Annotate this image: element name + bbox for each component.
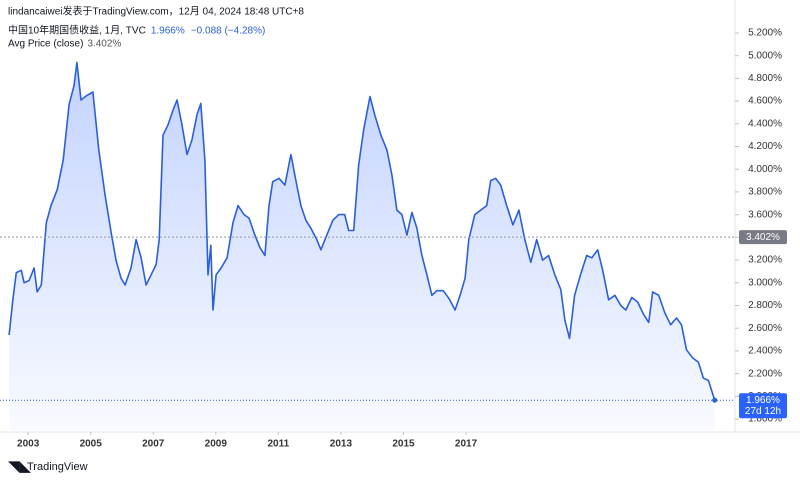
- last-value: 1.966%: [151, 26, 185, 37]
- y-tick-label: 2.800%: [748, 300, 782, 311]
- x-tick-label: 2007: [142, 439, 165, 450]
- y-tick-label: 5.200%: [748, 28, 782, 39]
- last-badge: [739, 393, 787, 419]
- y-tick-label: 4.600%: [748, 96, 782, 107]
- y-tick-label: 1.800%: [748, 414, 782, 425]
- x-tick-label: 2005: [80, 439, 103, 450]
- average-badge: [739, 230, 787, 245]
- last-point: [712, 397, 718, 403]
- x-tick-label: 2013: [330, 439, 353, 450]
- countdown: 27d 12h: [745, 406, 781, 417]
- y-tick-label: 3.000%: [748, 277, 782, 288]
- x-tick-label: 2011: [268, 439, 290, 450]
- y-tick-label: 5.000%: [748, 50, 782, 61]
- area-fill: [9, 62, 715, 431]
- average-value: 3.402%: [87, 39, 121, 50]
- y-tick-label: 4.000%: [748, 164, 782, 175]
- line: [8, 61, 716, 401]
- average-name: Avg Price (close): [8, 39, 83, 50]
- y-tick-label: 2.600%: [748, 323, 782, 334]
- header: lindancaiwei发表于TradingView.com，12月 04, 2…: [8, 5, 304, 18]
- y-tick-label: 3.600%: [748, 209, 782, 220]
- footer: TradingView: [27, 461, 88, 473]
- y-tick-label: 3.800%: [748, 187, 782, 198]
- y-tick-label: 2.400%: [748, 346, 782, 357]
- y-tick-label: 3.200%: [748, 255, 782, 266]
- y-tick-label: 4.400%: [748, 118, 782, 129]
- x-tick-label: 2009: [205, 439, 228, 450]
- logo: ◥◣: [8, 458, 32, 475]
- x-tick-label: 2015: [392, 439, 415, 450]
- x-tick-label: 2003: [17, 439, 40, 450]
- x-tick-label: 2017: [455, 439, 478, 450]
- last-badge-label: 1.966%: [746, 395, 780, 406]
- y-tick-label: 4.800%: [748, 73, 782, 84]
- average-badge-label: 3.402%: [746, 232, 780, 243]
- y-tick-label: 2.200%: [748, 368, 782, 379]
- change: −0.088 (−4.28%): [191, 26, 266, 37]
- y-tick-label: 4.200%: [748, 141, 782, 152]
- series-name: 中国10年期国债收益, 1月, TVC: [8, 24, 146, 37]
